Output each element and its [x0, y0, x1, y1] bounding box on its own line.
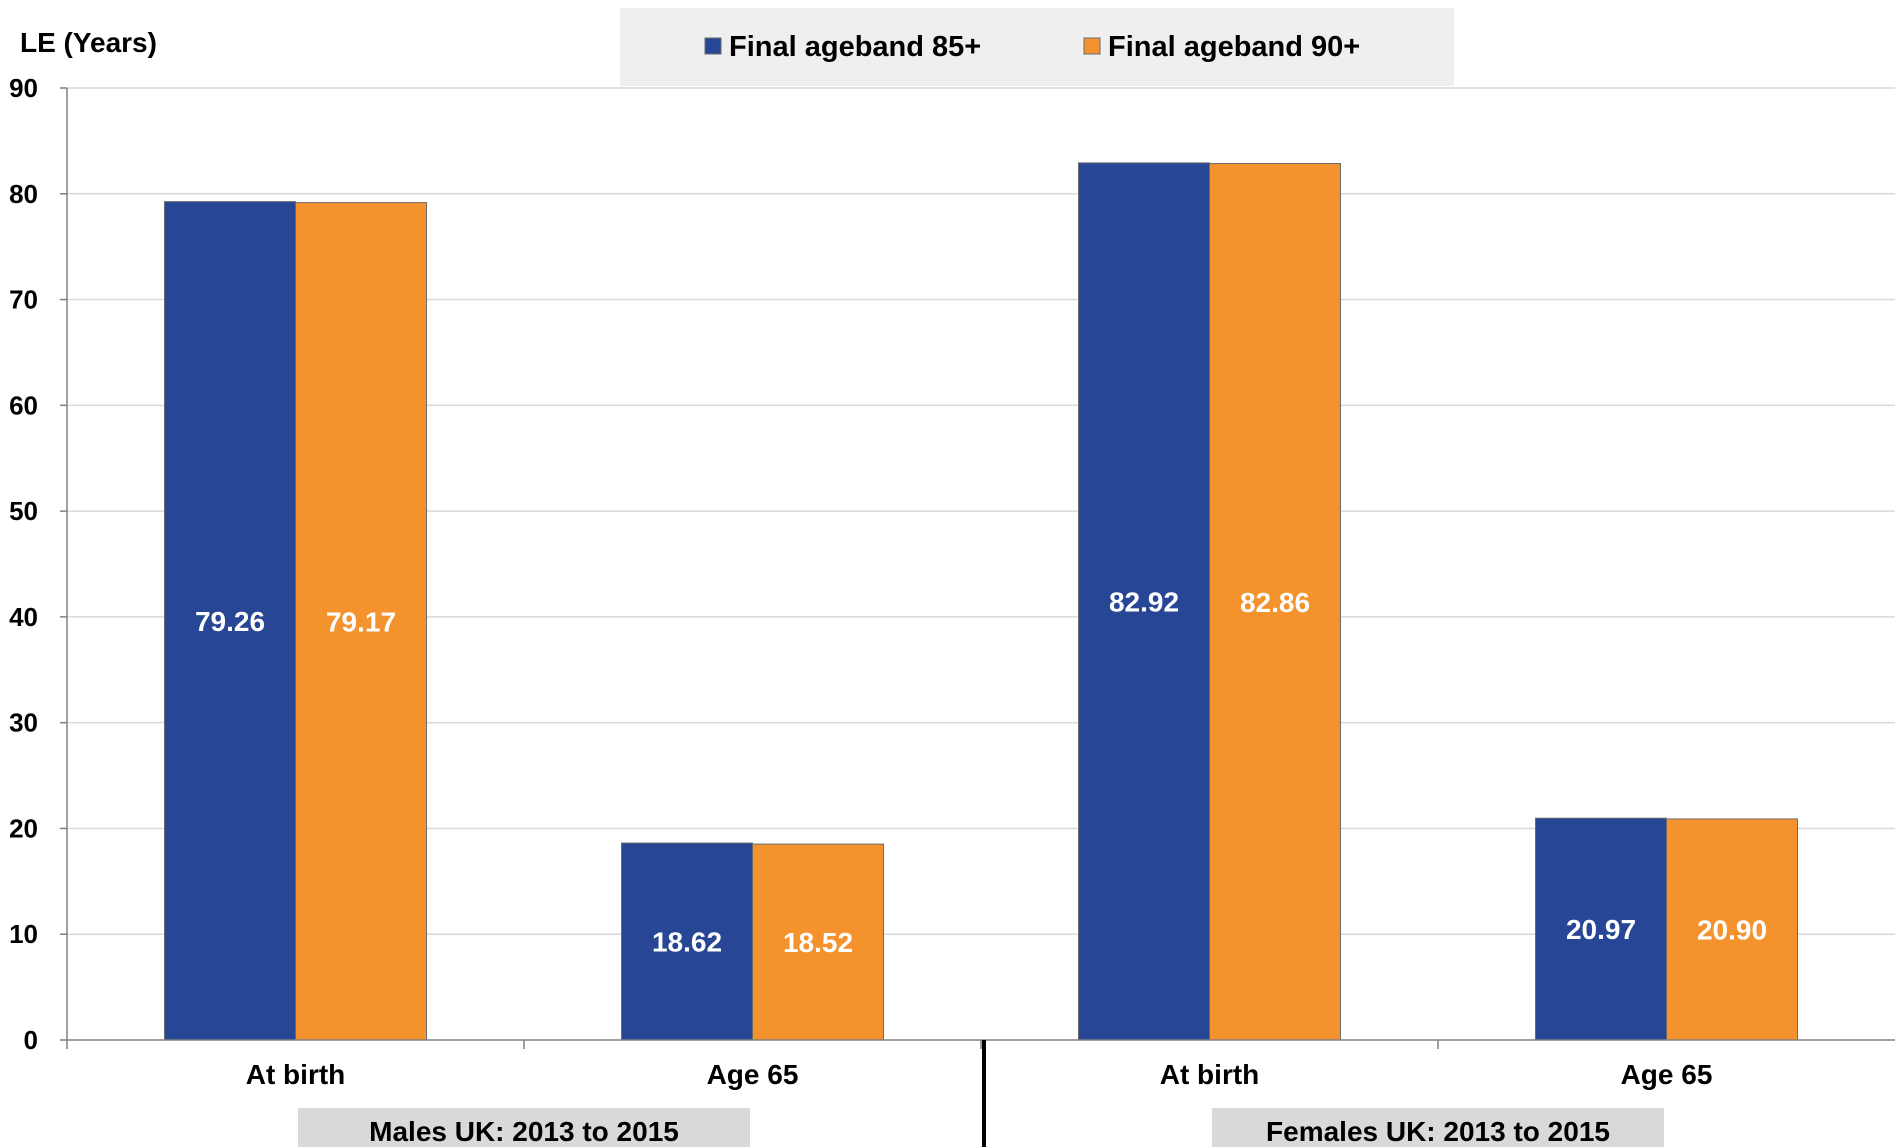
data-label: 18.62	[652, 927, 722, 958]
y-tick-label: 50	[9, 496, 38, 526]
y-tick-label: 80	[9, 179, 38, 209]
data-labels: 79.26 79.17 18.62 18.52 82.92 82.86 20.97 20.90	[195, 586, 1767, 958]
y-tick-label: 40	[9, 602, 38, 632]
data-label: 82.92	[1109, 586, 1179, 617]
data-label: 18.52	[783, 927, 853, 958]
bar-ageband-90	[752, 843, 884, 1041]
group-labels: Males UK: 2013 to 2015 Females UK: 2013 t…	[298, 1108, 1664, 1147]
legend: Final ageband 85+ Final ageband 90+	[704, 31, 1360, 63]
group-label-box	[298, 1108, 750, 1147]
x-axis-ticks	[66, 1040, 1439, 1049]
bar-ageband-90	[1666, 818, 1798, 1041]
y-tick-label: 10	[9, 919, 38, 949]
y-tick-label: 30	[9, 708, 38, 738]
legend-label: Final ageband 85+	[729, 31, 981, 63]
category-label: At birth	[246, 1059, 346, 1090]
legend-box	[620, 8, 1454, 86]
data-label: 79.17	[326, 606, 396, 637]
y-tick-label: 20	[9, 813, 38, 843]
category-labels: At birth Age 65 At birth Age 65	[246, 1059, 1713, 1090]
data-label: 20.90	[1697, 914, 1767, 945]
y-tick-label: 70	[9, 285, 38, 315]
group-label: Males UK: 2013 to 2015	[369, 1116, 679, 1147]
y-tick-label: 60	[9, 390, 38, 420]
y-tick-label: 90	[9, 73, 38, 103]
category-label: Age 65	[1621, 1059, 1713, 1090]
bars	[164, 162, 1798, 1041]
category-label: At birth	[1160, 1059, 1260, 1090]
data-label: 79.26	[195, 606, 265, 637]
data-label: 20.97	[1566, 914, 1636, 945]
bar-ageband-90	[1209, 163, 1341, 1041]
group-label: Females UK: 2013 to 2015	[1266, 1116, 1610, 1147]
data-label: 82.86	[1240, 587, 1310, 618]
group-label-box	[1212, 1108, 1664, 1147]
bar-ageband-85	[1535, 817, 1667, 1041]
category-label: Age 65	[707, 1059, 799, 1090]
y-tick-label: 0	[24, 1025, 38, 1055]
bar-ageband-90	[295, 202, 427, 1041]
legend-label: Final ageband 90+	[1108, 31, 1360, 63]
y-axis-label: LE (Years)	[20, 27, 157, 58]
y-axis-ticks: 0 10 20 30 40 50 60 70 80 90	[9, 73, 67, 1055]
legend-swatch	[1083, 37, 1101, 55]
bar-ageband-85	[164, 201, 296, 1041]
legend-swatch	[704, 37, 722, 55]
bar-ageband-85	[1078, 162, 1210, 1041]
